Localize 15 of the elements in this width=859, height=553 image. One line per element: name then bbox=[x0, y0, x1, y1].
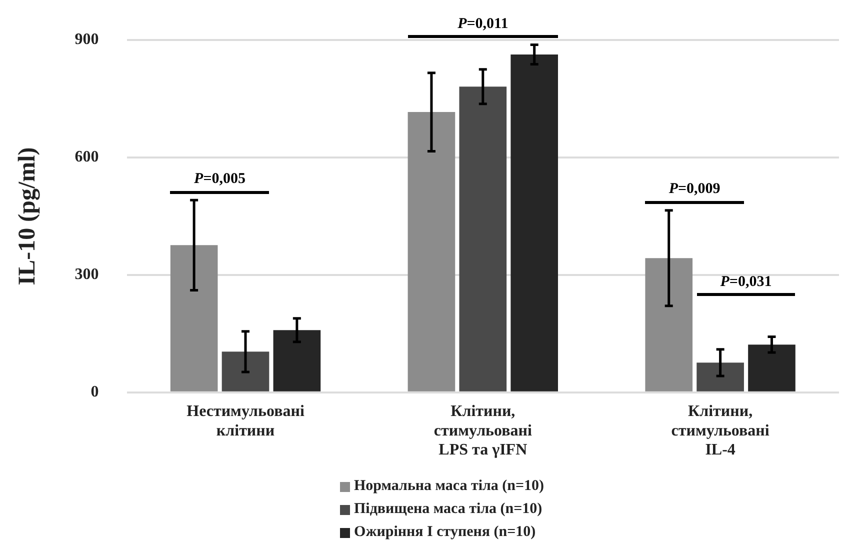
y-tick-label: 0 bbox=[90, 384, 99, 401]
x-tick-label: Клітини, стимульовані IL-4 bbox=[671, 403, 770, 459]
y-tick-label: 600 bbox=[74, 148, 99, 166]
legend-label: Ожиріння I ступеня (n=10) bbox=[354, 524, 536, 541]
x-tick-label: Клітини, стимульовані LPS та γIFN bbox=[434, 403, 532, 459]
legend-label: Підвищена маса тіла (n=10) bbox=[354, 501, 542, 518]
annotation: P=0,031 bbox=[719, 272, 773, 291]
annotation: P=0,005 bbox=[193, 170, 246, 188]
annotation: P=0,009 bbox=[668, 180, 722, 198]
y-tick-label: 900 bbox=[74, 31, 99, 48]
x-tick-label: Нестимульовані клітини bbox=[186, 403, 305, 440]
y-axis-title: IL-10 (pg/ml) bbox=[14, 147, 41, 286]
legend-label: Нормальна маса тіла (n=10) bbox=[354, 478, 544, 495]
text: P=0,011 bbox=[456, 14, 510, 33]
y-tick-label: 300 bbox=[74, 266, 99, 284]
